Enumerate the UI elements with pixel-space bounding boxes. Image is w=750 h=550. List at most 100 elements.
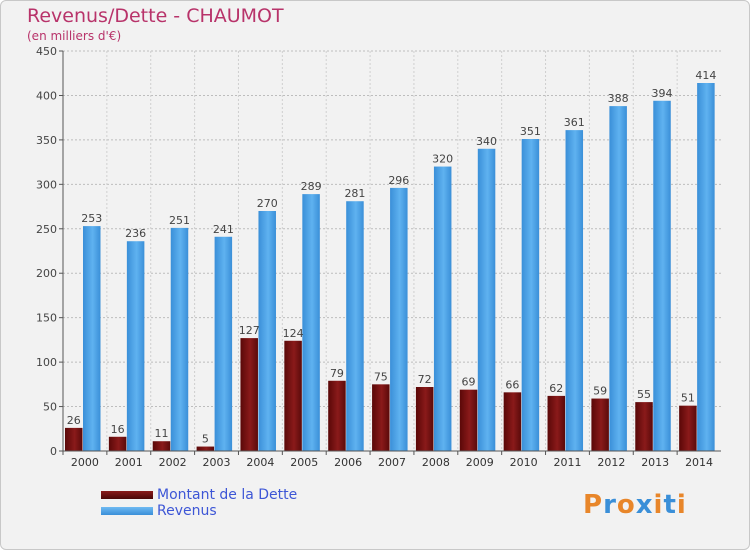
proxiti-logo: Proxiti: [583, 490, 687, 520]
bar-debt: [459, 389, 478, 451]
data-label-debt: 11: [154, 427, 168, 440]
bar-revenus: [258, 211, 276, 451]
data-label-revenus: 320: [432, 153, 453, 166]
bar-debt: [503, 392, 522, 451]
data-label-revenus: 241: [213, 223, 234, 236]
x-tick-label: 2010: [510, 456, 538, 469]
y-tick-label: 450: [36, 45, 57, 58]
bar-revenus: [565, 130, 584, 451]
label-layer: 26 253 16 236 11 251 5 241 127 270 124 289 79 281 75 29…: [67, 69, 717, 446]
bar-debt: [65, 427, 83, 451]
x-tick-label: 2009: [466, 456, 494, 469]
data-label-revenus: 361: [564, 116, 585, 129]
x-tick-label: 2011: [553, 456, 581, 469]
data-label-revenus: 296: [388, 174, 409, 187]
bar-debt: [284, 340, 302, 451]
data-label-revenus: 251: [169, 214, 190, 227]
y-tick-label: 150: [36, 312, 57, 325]
logo-letter: o: [616, 490, 636, 520]
x-tick-label: 2001: [115, 456, 143, 469]
bar-debt: [635, 402, 653, 451]
data-label-revenus: 236: [125, 227, 146, 240]
chart-subtitle: (en milliers d'€): [27, 29, 122, 43]
data-label-revenus: 270: [257, 197, 278, 210]
data-label-debt: 66: [505, 378, 519, 391]
legend-swatch-debt: [101, 491, 153, 499]
y-tick-label: 350: [36, 134, 57, 147]
bar-debt: [415, 387, 434, 451]
data-label-debt: 16: [111, 423, 125, 436]
bar-debt: [372, 384, 390, 451]
bar-revenus: [609, 106, 627, 451]
logo-letter: i: [676, 490, 687, 520]
data-label-debt: 79: [330, 367, 344, 380]
chart-title: Revenus/Dette - CHAUMOT: [27, 5, 284, 27]
bar-debt: [152, 441, 171, 451]
y-tick-label: 400: [36, 89, 57, 102]
x-tick-label: 2013: [641, 456, 669, 469]
data-label-revenus: 253: [81, 212, 102, 225]
data-label-revenus: 388: [608, 92, 629, 105]
axis-layer: 0 50 100 150 200 250 300 350 400 450 2000 2001 2002 2…: [36, 45, 721, 469]
x-tick-label: 2006: [334, 456, 362, 469]
y-tick-label: 100: [36, 356, 57, 369]
bar-revenus: [214, 236, 233, 451]
data-label-debt: 75: [374, 370, 388, 383]
bar-revenus: [390, 187, 408, 451]
bar-debt: [591, 398, 609, 451]
legend-label-debt: Montant de la Dette: [157, 487, 298, 503]
bar-layer: [65, 83, 715, 452]
bar-debt: [547, 395, 566, 451]
data-label-debt: 127: [239, 324, 260, 337]
data-label-debt: 5: [202, 433, 209, 446]
logo-letter: x: [635, 490, 654, 520]
logo-letter: P: [583, 490, 604, 520]
bar-debt: [108, 436, 127, 451]
data-label-revenus: 351: [520, 125, 541, 138]
x-tick-label: 2004: [246, 456, 274, 469]
bar-revenus: [697, 83, 715, 451]
bar-revenus: [346, 201, 364, 451]
data-label-debt: 55: [637, 388, 651, 401]
x-tick-label: 2003: [203, 456, 231, 469]
logo-letter: r: [603, 490, 617, 520]
bar-revenus: [170, 227, 189, 451]
data-label-revenus: 414: [695, 69, 716, 82]
x-tick-label: 2012: [597, 456, 625, 469]
x-tick-label: 2000: [71, 456, 99, 469]
y-tick-label: 300: [36, 178, 57, 191]
bar-revenus: [126, 241, 145, 451]
bar-debt: [679, 405, 697, 451]
data-label-debt: 51: [681, 392, 695, 405]
x-tick-label: 2007: [378, 456, 406, 469]
logo-letter: i: [653, 490, 664, 520]
bar-debt: [196, 446, 215, 451]
bar-revenus: [433, 166, 452, 452]
y-tick-label: 0: [50, 445, 57, 458]
bar-revenus: [83, 226, 101, 451]
data-label-debt: 72: [418, 373, 432, 386]
legend-swatch-revenus: [101, 507, 153, 515]
data-label-revenus: 340: [476, 135, 497, 148]
data-label-revenus: 394: [652, 87, 673, 100]
y-tick-label: 200: [36, 267, 57, 280]
data-label-debt: 26: [67, 414, 81, 427]
x-tick-label: 2005: [290, 456, 318, 469]
x-tick-label: 2014: [685, 456, 713, 469]
data-label-debt: 62: [549, 382, 563, 395]
bar-revenus: [302, 194, 320, 451]
data-label-revenus: 289: [301, 180, 322, 193]
y-tick-label: 50: [43, 401, 57, 414]
x-tick-label: 2008: [422, 456, 450, 469]
logo-letter: t: [663, 490, 677, 520]
bar-debt: [328, 380, 346, 451]
bar-debt: [240, 338, 258, 451]
data-label-debt: 124: [283, 327, 304, 340]
bar-revenus: [477, 148, 496, 451]
bar-revenus: [653, 100, 671, 452]
x-tick-label: 2002: [159, 456, 187, 469]
legend-label-revenus: Revenus: [157, 503, 217, 519]
data-label-debt: 59: [593, 385, 607, 398]
